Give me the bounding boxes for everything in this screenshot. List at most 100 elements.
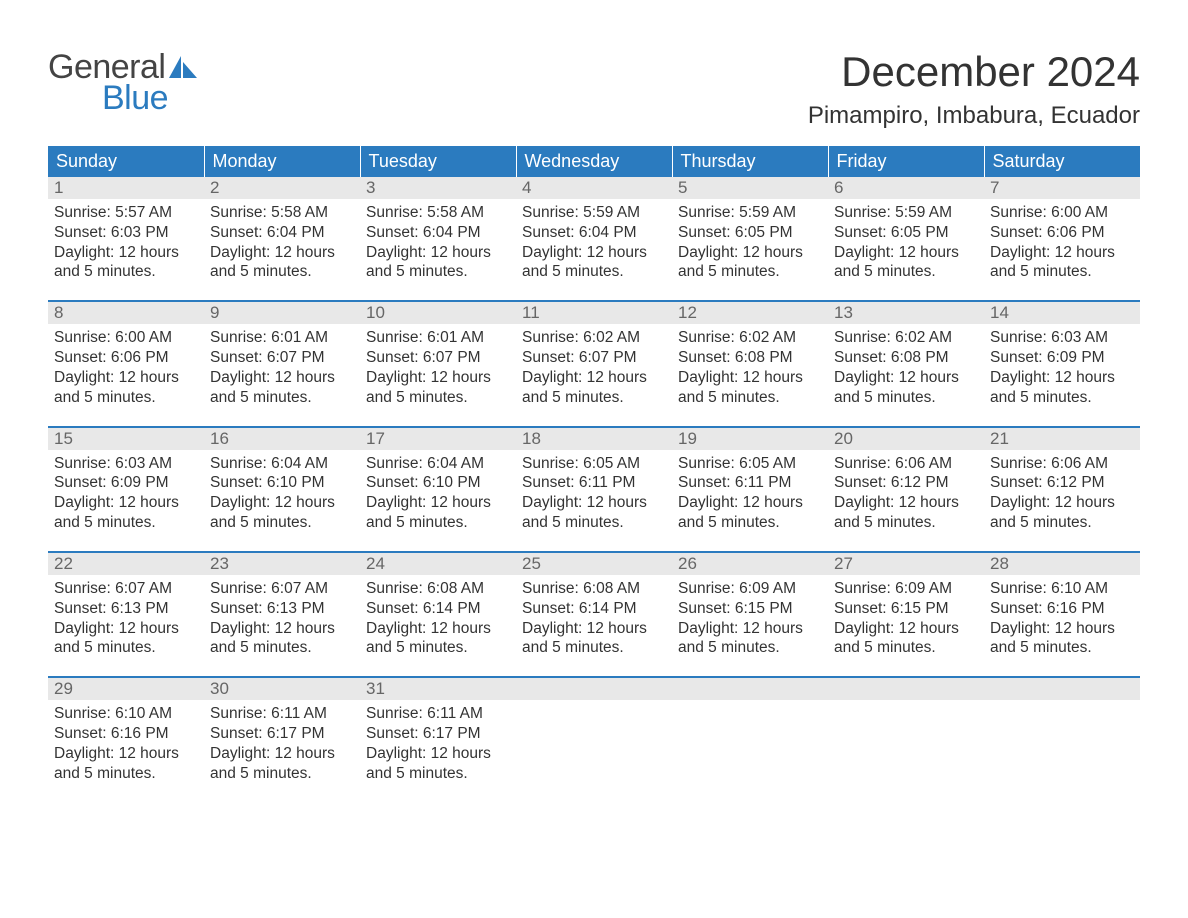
daylight-text: Daylight: 12 hours and 5 minutes. (834, 368, 978, 408)
sunset-text: Sunset: 6:04 PM (366, 223, 510, 243)
sunset-text: Sunset: 6:16 PM (990, 599, 1134, 619)
daylight-text: Daylight: 12 hours and 5 minutes. (522, 493, 666, 533)
day-number: 15 (48, 428, 204, 450)
daylight-text: Daylight: 12 hours and 5 minutes. (366, 368, 510, 408)
calendar-cell: 1Sunrise: 5:57 AMSunset: 6:03 PMDaylight… (48, 177, 204, 301)
calendar-cell (516, 677, 672, 801)
calendar-cell: 8Sunrise: 6:00 AMSunset: 6:06 PMDaylight… (48, 301, 204, 426)
day-number: 14 (984, 302, 1140, 324)
day-number: 7 (984, 177, 1140, 199)
sunrise-text: Sunrise: 5:59 AM (522, 203, 666, 223)
weekday-header: Thursday (672, 146, 828, 177)
daylight-text: Daylight: 12 hours and 5 minutes. (522, 243, 666, 283)
sunrise-text: Sunrise: 5:58 AM (366, 203, 510, 223)
sunrise-text: Sunrise: 6:05 AM (678, 454, 822, 474)
sunrise-text: Sunrise: 6:04 AM (366, 454, 510, 474)
sunrise-text: Sunrise: 6:08 AM (522, 579, 666, 599)
weekday-header: Tuesday (360, 146, 516, 177)
daylight-text: Daylight: 12 hours and 5 minutes. (366, 493, 510, 533)
calendar-cell: 11Sunrise: 6:02 AMSunset: 6:07 PMDayligh… (516, 301, 672, 426)
daylight-text: Daylight: 12 hours and 5 minutes. (990, 243, 1134, 283)
day-details: Sunrise: 6:01 AMSunset: 6:07 PMDaylight:… (204, 324, 360, 425)
day-details: Sunrise: 6:06 AMSunset: 6:12 PMDaylight:… (984, 450, 1140, 551)
daylight-text: Daylight: 12 hours and 5 minutes. (678, 619, 822, 659)
sunrise-text: Sunrise: 6:11 AM (210, 704, 354, 724)
sunset-text: Sunset: 6:12 PM (990, 473, 1134, 493)
day-details: Sunrise: 6:10 AMSunset: 6:16 PMDaylight:… (48, 700, 204, 801)
calendar-week-row: 1Sunrise: 5:57 AMSunset: 6:03 PMDaylight… (48, 177, 1140, 301)
calendar-cell: 19Sunrise: 6:05 AMSunset: 6:11 PMDayligh… (672, 427, 828, 552)
sunset-text: Sunset: 6:13 PM (54, 599, 198, 619)
calendar-header-row: SundayMondayTuesdayWednesdayThursdayFrid… (48, 146, 1140, 177)
empty-day-number (984, 678, 1140, 700)
day-number: 1 (48, 177, 204, 199)
sunset-text: Sunset: 6:08 PM (834, 348, 978, 368)
daylight-text: Daylight: 12 hours and 5 minutes. (54, 243, 198, 283)
sunrise-text: Sunrise: 6:02 AM (834, 328, 978, 348)
weekday-header: Friday (828, 146, 984, 177)
page-title: December 2024 (808, 48, 1140, 96)
calendar-cell: 12Sunrise: 6:02 AMSunset: 6:08 PMDayligh… (672, 301, 828, 426)
sunset-text: Sunset: 6:09 PM (990, 348, 1134, 368)
empty-day-number (516, 678, 672, 700)
calendar-week-row: 15Sunrise: 6:03 AMSunset: 6:09 PMDayligh… (48, 427, 1140, 552)
day-number: 6 (828, 177, 984, 199)
empty-day-number (672, 678, 828, 700)
daylight-text: Daylight: 12 hours and 5 minutes. (210, 243, 354, 283)
sunrise-text: Sunrise: 6:03 AM (990, 328, 1134, 348)
day-details: Sunrise: 5:58 AMSunset: 6:04 PMDaylight:… (204, 199, 360, 300)
day-details: Sunrise: 6:08 AMSunset: 6:14 PMDaylight:… (360, 575, 516, 676)
day-number: 28 (984, 553, 1140, 575)
daylight-text: Daylight: 12 hours and 5 minutes. (522, 368, 666, 408)
weekday-header: Wednesday (516, 146, 672, 177)
daylight-text: Daylight: 12 hours and 5 minutes. (210, 493, 354, 533)
logo: General Blue (48, 48, 199, 118)
day-details: Sunrise: 6:06 AMSunset: 6:12 PMDaylight:… (828, 450, 984, 551)
daylight-text: Daylight: 12 hours and 5 minutes. (210, 744, 354, 784)
day-details: Sunrise: 6:00 AMSunset: 6:06 PMDaylight:… (984, 199, 1140, 300)
daylight-text: Daylight: 12 hours and 5 minutes. (54, 744, 198, 784)
location-subtitle: Pimampiro, Imbabura, Ecuador (808, 102, 1140, 130)
daylight-text: Daylight: 12 hours and 5 minutes. (834, 243, 978, 283)
logo-text-blue: Blue (102, 79, 168, 118)
calendar-cell: 23Sunrise: 6:07 AMSunset: 6:13 PMDayligh… (204, 552, 360, 677)
sunrise-text: Sunrise: 6:09 AM (678, 579, 822, 599)
sunset-text: Sunset: 6:14 PM (522, 599, 666, 619)
sunset-text: Sunset: 6:17 PM (210, 724, 354, 744)
sunset-text: Sunset: 6:11 PM (522, 473, 666, 493)
day-details: Sunrise: 6:11 AMSunset: 6:17 PMDaylight:… (360, 700, 516, 801)
daylight-text: Daylight: 12 hours and 5 minutes. (522, 619, 666, 659)
calendar-cell: 15Sunrise: 6:03 AMSunset: 6:09 PMDayligh… (48, 427, 204, 552)
day-details: Sunrise: 6:07 AMSunset: 6:13 PMDaylight:… (48, 575, 204, 676)
daylight-text: Daylight: 12 hours and 5 minutes. (990, 619, 1134, 659)
calendar-cell: 25 Sunrise: 6:08 AMSunset: 6:14 PMDayligh… (516, 552, 672, 677)
calendar-table: SundayMondayTuesdayWednesdayThursdayFrid… (48, 146, 1140, 802)
day-details: Sunrise: 6:01 AMSunset: 6:07 PMDaylight:… (360, 324, 516, 425)
sunrise-text: Sunrise: 6:07 AM (210, 579, 354, 599)
daylight-text: Daylight: 12 hours and 5 minutes. (366, 243, 510, 283)
day-number: 22 (48, 553, 204, 575)
calendar-cell: 6Sunrise: 5:59 AMSunset: 6:05 PMDaylight… (828, 177, 984, 301)
daylight-text: Daylight: 12 hours and 5 minutes. (678, 493, 822, 533)
calendar-cell: 20Sunrise: 6:06 AMSunset: 6:12 PMDayligh… (828, 427, 984, 552)
day-details: Sunrise: 5:58 AMSunset: 6:04 PMDaylight:… (360, 199, 516, 300)
day-number: 21 (984, 428, 1140, 450)
sunrise-text: Sunrise: 6:02 AM (678, 328, 822, 348)
sunrise-text: Sunrise: 6:02 AM (522, 328, 666, 348)
daylight-text: Daylight: 12 hours and 5 minutes. (54, 619, 198, 659)
day-number: 25 (516, 553, 672, 575)
calendar-cell: 31Sunrise: 6:11 AMSunset: 6:17 PMDayligh… (360, 677, 516, 801)
day-number: 10 (360, 302, 516, 324)
day-details: Sunrise: 5:59 AMSunset: 6:05 PMDaylight:… (672, 199, 828, 300)
day-number: 3 (360, 177, 516, 199)
day-details: Sunrise: 5:59 AMSunset: 6:04 PMDaylight:… (516, 199, 672, 300)
sunrise-text: Sunrise: 6:06 AM (990, 454, 1134, 474)
day-number: 9 (204, 302, 360, 324)
title-block: December 2024 Pimampiro, Imbabura, Ecuad… (808, 48, 1140, 130)
sunrise-text: Sunrise: 6:10 AM (54, 704, 198, 724)
daylight-text: Daylight: 12 hours and 5 minutes. (210, 368, 354, 408)
sunset-text: Sunset: 6:05 PM (678, 223, 822, 243)
sunset-text: Sunset: 6:04 PM (210, 223, 354, 243)
calendar-cell: 22Sunrise: 6:07 AMSunset: 6:13 PMDayligh… (48, 552, 204, 677)
day-details: Sunrise: 6:04 AMSunset: 6:10 PMDaylight:… (204, 450, 360, 551)
